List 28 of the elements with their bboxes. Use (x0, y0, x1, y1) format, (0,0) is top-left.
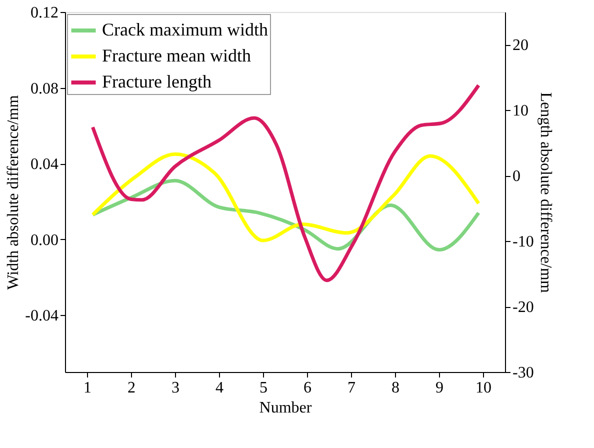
y2-tick-label: 20 (512, 37, 528, 54)
y-tick-label: 0.12 (30, 4, 58, 22)
x-tick-label: 3 (172, 380, 180, 396)
y2-tick-label: -30 (512, 364, 534, 382)
x-axis-title: Number (259, 400, 312, 416)
y2-tick-label: 10 (512, 102, 528, 120)
legend-label: Fracture length (102, 72, 212, 92)
x-tick-label: 6 (304, 380, 312, 396)
y2-tick-label: -10 (512, 234, 534, 251)
x-tick-label: 4 (216, 380, 224, 396)
y2-tick-label: 0 (512, 168, 520, 186)
y-tick-label: 0.00 (30, 232, 58, 249)
y-tick-label: 0.08 (30, 80, 58, 98)
x-tick-label: 1 (84, 380, 92, 396)
x-tick-label: 9 (436, 380, 444, 396)
y-tick-label: 0.04 (30, 156, 58, 174)
legend-label: Crack maximum width (102, 20, 268, 40)
y-axis-title: Width absolute difference/mm (5, 94, 22, 290)
x-tick-label: 7 (348, 380, 356, 396)
x-tick-label: 10 (476, 380, 492, 396)
x-tick-label: 5 (260, 380, 268, 396)
y2-axis-title: Length absolute difference/mm (536, 92, 554, 294)
x-tick-label: 2 (128, 380, 136, 396)
y2-tick-label: -20 (512, 299, 534, 316)
y-tick-label: -0.04 (25, 308, 58, 325)
legend-label: Fracture mean width (102, 46, 251, 66)
line-series (90, 152, 480, 242)
x-tick-label: 8 (392, 380, 400, 396)
